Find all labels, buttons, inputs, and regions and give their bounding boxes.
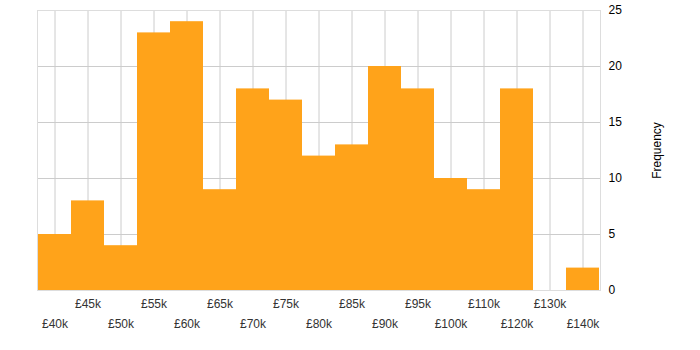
svg-text:£45k: £45k — [75, 297, 102, 311]
svg-text:£85k: £85k — [339, 297, 366, 311]
svg-text:15: 15 — [609, 115, 623, 129]
svg-text:£130k: £130k — [534, 297, 568, 311]
svg-text:5: 5 — [609, 227, 616, 241]
svg-text:£65k: £65k — [207, 297, 234, 311]
svg-text:£95k: £95k — [405, 297, 432, 311]
svg-text:£80k: £80k — [306, 317, 333, 331]
svg-text:20: 20 — [609, 59, 623, 73]
svg-text:£70k: £70k — [240, 317, 267, 331]
svg-text:£120k: £120k — [501, 317, 535, 331]
svg-text:£100k: £100k — [435, 317, 469, 331]
svg-text:10: 10 — [609, 171, 623, 185]
svg-text:0: 0 — [609, 283, 616, 297]
svg-text:25: 25 — [609, 3, 623, 17]
svg-text:£40k: £40k — [42, 317, 69, 331]
svg-text:£90k: £90k — [372, 317, 399, 331]
svg-text:Frequency: Frequency — [650, 122, 664, 179]
svg-text:£110k: £110k — [468, 297, 501, 311]
svg-text:£140k: £140k — [567, 317, 601, 331]
svg-text:£50k: £50k — [108, 317, 135, 331]
svg-text:£55k: £55k — [141, 297, 168, 311]
svg-text:£60k: £60k — [174, 317, 201, 331]
svg-text:£75k: £75k — [273, 297, 300, 311]
